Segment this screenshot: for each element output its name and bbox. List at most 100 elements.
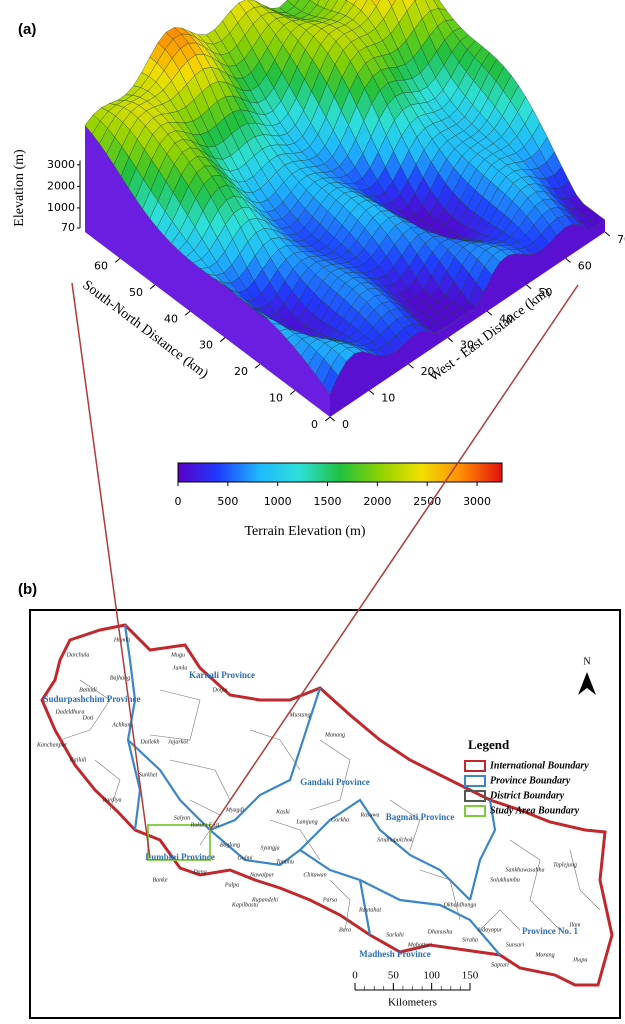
district-label: Rasuwa xyxy=(359,812,379,818)
province-label: Gandaki Province xyxy=(300,777,370,787)
legend-label: International Boundary xyxy=(489,760,589,771)
district-label: Taplejung xyxy=(553,862,577,868)
colorbar-tick-label: 1000 xyxy=(264,495,292,508)
axis-tick xyxy=(255,364,260,368)
district-label: Nawalpur xyxy=(249,872,275,878)
axis-tick-label: 60 xyxy=(94,259,108,272)
district-label: Palpa xyxy=(224,882,239,888)
legend-label: District Boundary xyxy=(489,790,565,801)
scale-tick-label: 0 xyxy=(352,970,358,982)
colorbar-tick-label: 2000 xyxy=(363,495,391,508)
district-label: Morang xyxy=(534,952,554,958)
district-label: Doti xyxy=(82,715,94,721)
district-label: Dailekh xyxy=(140,739,160,745)
colorbar xyxy=(178,463,502,482)
district-label: Jhapa xyxy=(573,957,588,963)
north-label: N xyxy=(583,656,590,667)
district-label: Gorkha xyxy=(331,817,349,823)
district-label: Mahottari xyxy=(407,942,433,948)
district-label: Baglung xyxy=(220,842,240,848)
axis-tick-label: 10 xyxy=(269,392,283,405)
province-label: Bagmati Province xyxy=(386,812,455,822)
province-label: Madhesh Province xyxy=(359,949,431,959)
axis-tick-label: 50 xyxy=(129,286,143,299)
axis-tick-label: 60 xyxy=(578,259,592,272)
panel-label: (a) xyxy=(18,21,36,38)
district-label: Bara xyxy=(339,927,351,933)
z-axis-title: Elevation (m) xyxy=(12,149,27,227)
district-label: Surkhet xyxy=(139,772,158,778)
district-label: Solukhumbu xyxy=(490,877,520,883)
district-label: Jajarkot xyxy=(168,739,188,745)
district-label: Dadeldhura xyxy=(55,709,85,715)
district-label: Bardiya xyxy=(102,797,121,803)
axis-tick-label: 20 xyxy=(234,365,248,378)
axis-tick xyxy=(220,338,225,342)
district-label: Kailali xyxy=(69,757,87,763)
district-label: Sindhupalchok xyxy=(377,837,413,843)
district-label: Bajhang xyxy=(110,675,130,681)
colorbar-tick-label: 0 xyxy=(175,495,182,508)
district-label: Mugu xyxy=(170,652,185,658)
district-label: Dolpa xyxy=(212,687,228,693)
axis-tick xyxy=(409,364,414,368)
district-label: Udayapur xyxy=(478,927,503,933)
district-label: Dhanusha xyxy=(427,929,453,935)
district-label: Syangja xyxy=(260,845,279,851)
scale-tick-label: 100 xyxy=(423,970,440,982)
axis-tick xyxy=(150,285,155,289)
axis-tick-label: 30 xyxy=(199,339,213,352)
axis-tick xyxy=(330,417,335,421)
district-label: Gulmi xyxy=(238,855,253,861)
district-label: Tanahu xyxy=(276,859,294,865)
z-tick-label: 3000 xyxy=(47,158,75,171)
axis-tick xyxy=(526,285,531,289)
legend-label: Province Boundary xyxy=(490,775,571,786)
panel-label: (b) xyxy=(18,581,37,598)
axis-tick-label: 70 xyxy=(617,233,625,246)
axis-tick-label: 0 xyxy=(342,418,349,431)
axis-tick xyxy=(115,258,120,262)
district-label: Rupandehi xyxy=(251,897,278,903)
district-label: Chitawan xyxy=(303,872,326,878)
axis-tick-label: 10 xyxy=(381,392,395,405)
axis-tick xyxy=(605,232,610,236)
legend-label: Study Area Boundary xyxy=(490,805,580,816)
z-tick-label: 2000 xyxy=(47,179,75,192)
district-label: Kaski xyxy=(275,809,290,815)
district-label: Sarlahi xyxy=(386,932,404,938)
district-label: Banke xyxy=(153,877,168,883)
colorbar-tick-label: 500 xyxy=(217,495,238,508)
district-label: Darchula xyxy=(66,652,90,658)
district-label: Saptari xyxy=(491,962,509,968)
district-label: Parsa xyxy=(322,897,337,903)
scale-tick-label: 50 xyxy=(388,970,400,982)
colorbar-tick-label: 2500 xyxy=(413,495,441,508)
district-label: Achham xyxy=(111,722,132,728)
figure: (a) (b) 70100020003000Elevation (m)01020… xyxy=(0,0,625,1024)
district-label: Siraha xyxy=(462,937,478,943)
district-label: Ilam xyxy=(569,922,582,928)
district-label: Kanchanpur xyxy=(36,742,68,748)
legend-title: Legend xyxy=(468,737,510,752)
axis-tick xyxy=(448,338,453,342)
district-label: Okhaldhunga xyxy=(444,902,477,908)
axis-tick xyxy=(487,311,492,315)
district-label: Manang xyxy=(324,732,345,738)
scale-tick-label: 150 xyxy=(462,970,479,982)
axis-tick xyxy=(566,258,571,262)
district-label: Baitadi xyxy=(79,687,97,693)
district-label: Salyan xyxy=(174,815,190,821)
z-tick-label: 70 xyxy=(61,221,75,234)
district-label: Sunsari xyxy=(506,942,525,948)
scale-title: Kilometers xyxy=(388,997,437,1009)
district-label: Myagdi xyxy=(225,807,245,813)
axis-tick-label: 0 xyxy=(311,418,318,431)
district-label: Lamjung xyxy=(295,819,317,825)
colorbar-title: Terrain Elevation (m) xyxy=(244,524,365,539)
district-label: Sankhuwasabha xyxy=(506,867,545,873)
district-label: Rautahat xyxy=(358,907,381,913)
district-label: Jumla xyxy=(173,665,188,671)
axis-tick xyxy=(185,311,190,315)
colorbar-tick-label: 1500 xyxy=(314,495,342,508)
